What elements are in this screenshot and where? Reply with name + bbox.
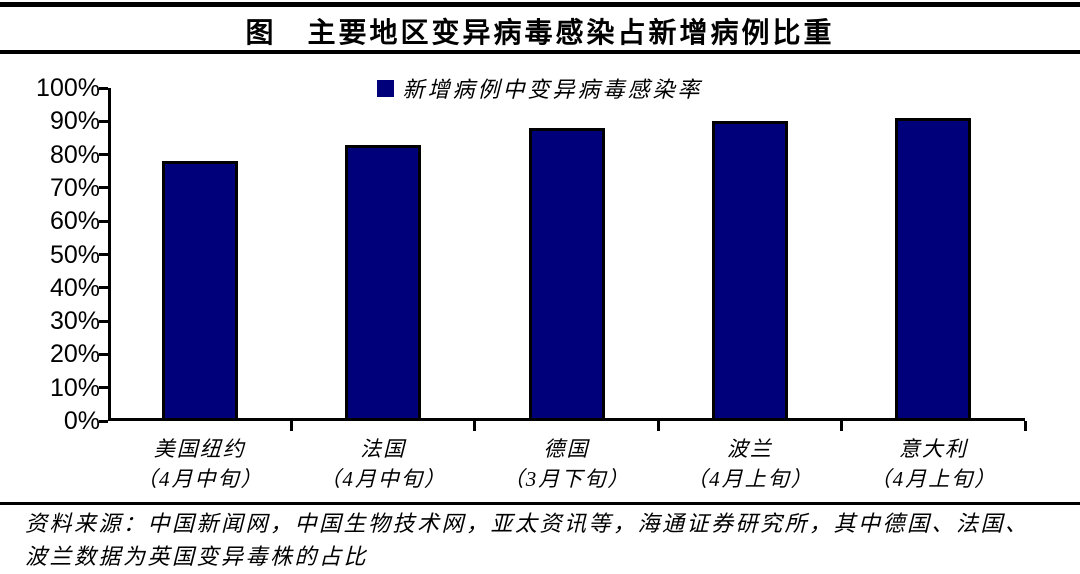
- y-tick-label: 40%: [49, 273, 100, 302]
- bar-美国纽约: [161, 161, 238, 421]
- y-tick-label: 10%: [49, 373, 100, 402]
- y-tick: [99, 352, 108, 356]
- x-tick: [289, 421, 293, 431]
- y-axis-line: [108, 88, 111, 421]
- x-label-region: 波兰: [726, 437, 773, 461]
- y-tick: [99, 119, 108, 123]
- top-border-line: [0, 2, 1080, 7]
- y-tick-label: 100%: [36, 74, 100, 102]
- bar-法国: [345, 144, 422, 421]
- x-label-period: （4月上旬）: [686, 467, 814, 491]
- x-tick: [840, 421, 844, 431]
- legend: 新增病例中变异病毒感染率: [0, 72, 1080, 104]
- source-line-1: 资料来源：中国新闻网，中国生物技术网，亚太资讯等，海通证券研究所，其中德国、法国…: [25, 511, 1030, 536]
- x-label-region: 德国: [543, 437, 590, 461]
- source-divider-line: [0, 502, 1080, 505]
- plot-area: [99, 86, 1027, 431]
- bar-波兰: [711, 121, 788, 421]
- x-axis-label: 意大利 （4月上旬）: [842, 434, 1025, 494]
- y-axis-labels: 0% 10% 20% 30% 40% 50% 60% 70% 80% 90% 100%: [0, 75, 100, 434]
- title-divider-line: [0, 50, 1080, 54]
- y-tick-label: 50%: [49, 240, 100, 269]
- source-note: 资料来源：中国新闻网，中国生物技术网，亚太资讯等，海通证券研究所，其中德国、法国…: [25, 507, 1065, 573]
- y-tick-label: 60%: [49, 207, 100, 236]
- x-tick: [473, 421, 477, 431]
- x-label-region: 法国: [360, 437, 407, 461]
- y-tick-label: 0%: [63, 407, 100, 435]
- x-tick: [1023, 421, 1027, 431]
- y-tick: [99, 86, 108, 90]
- y-tick-label: 80%: [49, 140, 100, 169]
- legend-label: 新增病例中变异病毒感染率: [402, 77, 703, 102]
- x-label-period: （4月中旬）: [135, 467, 264, 491]
- x-axis-label: 波兰 （4月上旬）: [658, 434, 841, 494]
- y-tick: [99, 419, 108, 423]
- y-tick-label: 90%: [49, 107, 100, 136]
- y-tick: [99, 219, 108, 223]
- source-line-2: 波兰数据为英国变异毒株的占比: [25, 544, 369, 569]
- y-tick-label: 20%: [49, 340, 100, 369]
- chart-title: 图 主要地区变异病毒感染占新增病例比重: [245, 18, 835, 49]
- bar-意大利: [895, 117, 972, 421]
- x-tick: [656, 421, 660, 431]
- x-label-period: （4月上旬）: [869, 467, 998, 491]
- y-tick-label: 70%: [49, 173, 100, 202]
- x-label-region: 美国纽约: [153, 437, 246, 461]
- y-tick: [99, 286, 108, 290]
- y-tick-label: 30%: [49, 307, 100, 336]
- x-label-region: 意大利: [898, 437, 968, 461]
- y-tick: [99, 253, 108, 256]
- x-axis-labels: 美国纽约 （4月中旬） 法国 （4月中旬） 德国 （3月下旬） 波兰 （4月上旬） 意大利 （4月…: [108, 434, 1025, 494]
- x-axis-label: 美国纽约 （4月中旬）: [108, 434, 291, 494]
- x-axis-label: 德国 （3月下旬）: [475, 434, 658, 494]
- x-axis-label: 法国 （4月中旬）: [291, 434, 474, 494]
- y-tick: [99, 319, 108, 323]
- bar-德国: [528, 127, 605, 421]
- legend-swatch-icon: [377, 79, 395, 97]
- x-label-period: （4月中旬）: [319, 467, 447, 491]
- y-tick: [99, 186, 108, 190]
- y-tick: [99, 153, 108, 157]
- x-label-period: （3月下旬）: [502, 467, 631, 491]
- y-tick: [99, 386, 108, 390]
